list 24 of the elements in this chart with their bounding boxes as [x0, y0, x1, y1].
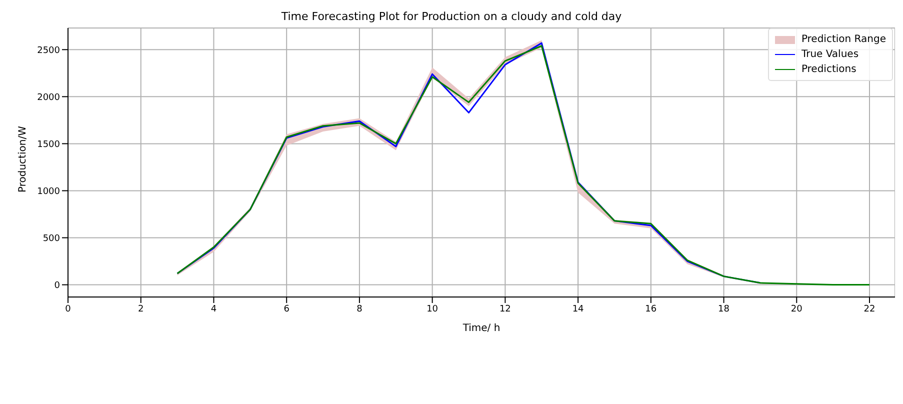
x-tick-label: 10 [426, 304, 438, 314]
x-tick-label: 16 [645, 304, 657, 314]
x-tick-label: 22 [864, 304, 876, 314]
y-tick-label: 2000 [37, 92, 60, 103]
legend-label: Prediction Range [801, 34, 886, 45]
chart-title: Time Forecasting Plot for Production on a cloudy and cold day [280, 10, 623, 23]
x-tick-label: 0 [65, 304, 72, 314]
x-tick-label: 6 [284, 304, 290, 314]
x-tick-label: 12 [499, 304, 511, 314]
x-tick-label: 14 [572, 304, 584, 314]
y-tick-label: 0 [54, 280, 60, 291]
x-tick-label: 18 [718, 304, 730, 314]
x-tick-label: 20 [790, 304, 803, 314]
legend-label: Predictions [801, 64, 856, 75]
x-tick-label: 8 [356, 304, 363, 314]
y-axis-title: Production/W [18, 126, 29, 192]
x-tick-label: 4 [210, 304, 217, 314]
y-tick-label: 1500 [37, 140, 60, 150]
x-tick-label: 2 [138, 304, 144, 314]
legend-label: True Values [801, 49, 859, 60]
y-tick-label: 500 [42, 234, 60, 244]
y-tick-label: 2500 [37, 46, 60, 56]
y-tick-label: 1000 [37, 186, 60, 197]
x-axis-title: Time/ h [462, 323, 500, 334]
